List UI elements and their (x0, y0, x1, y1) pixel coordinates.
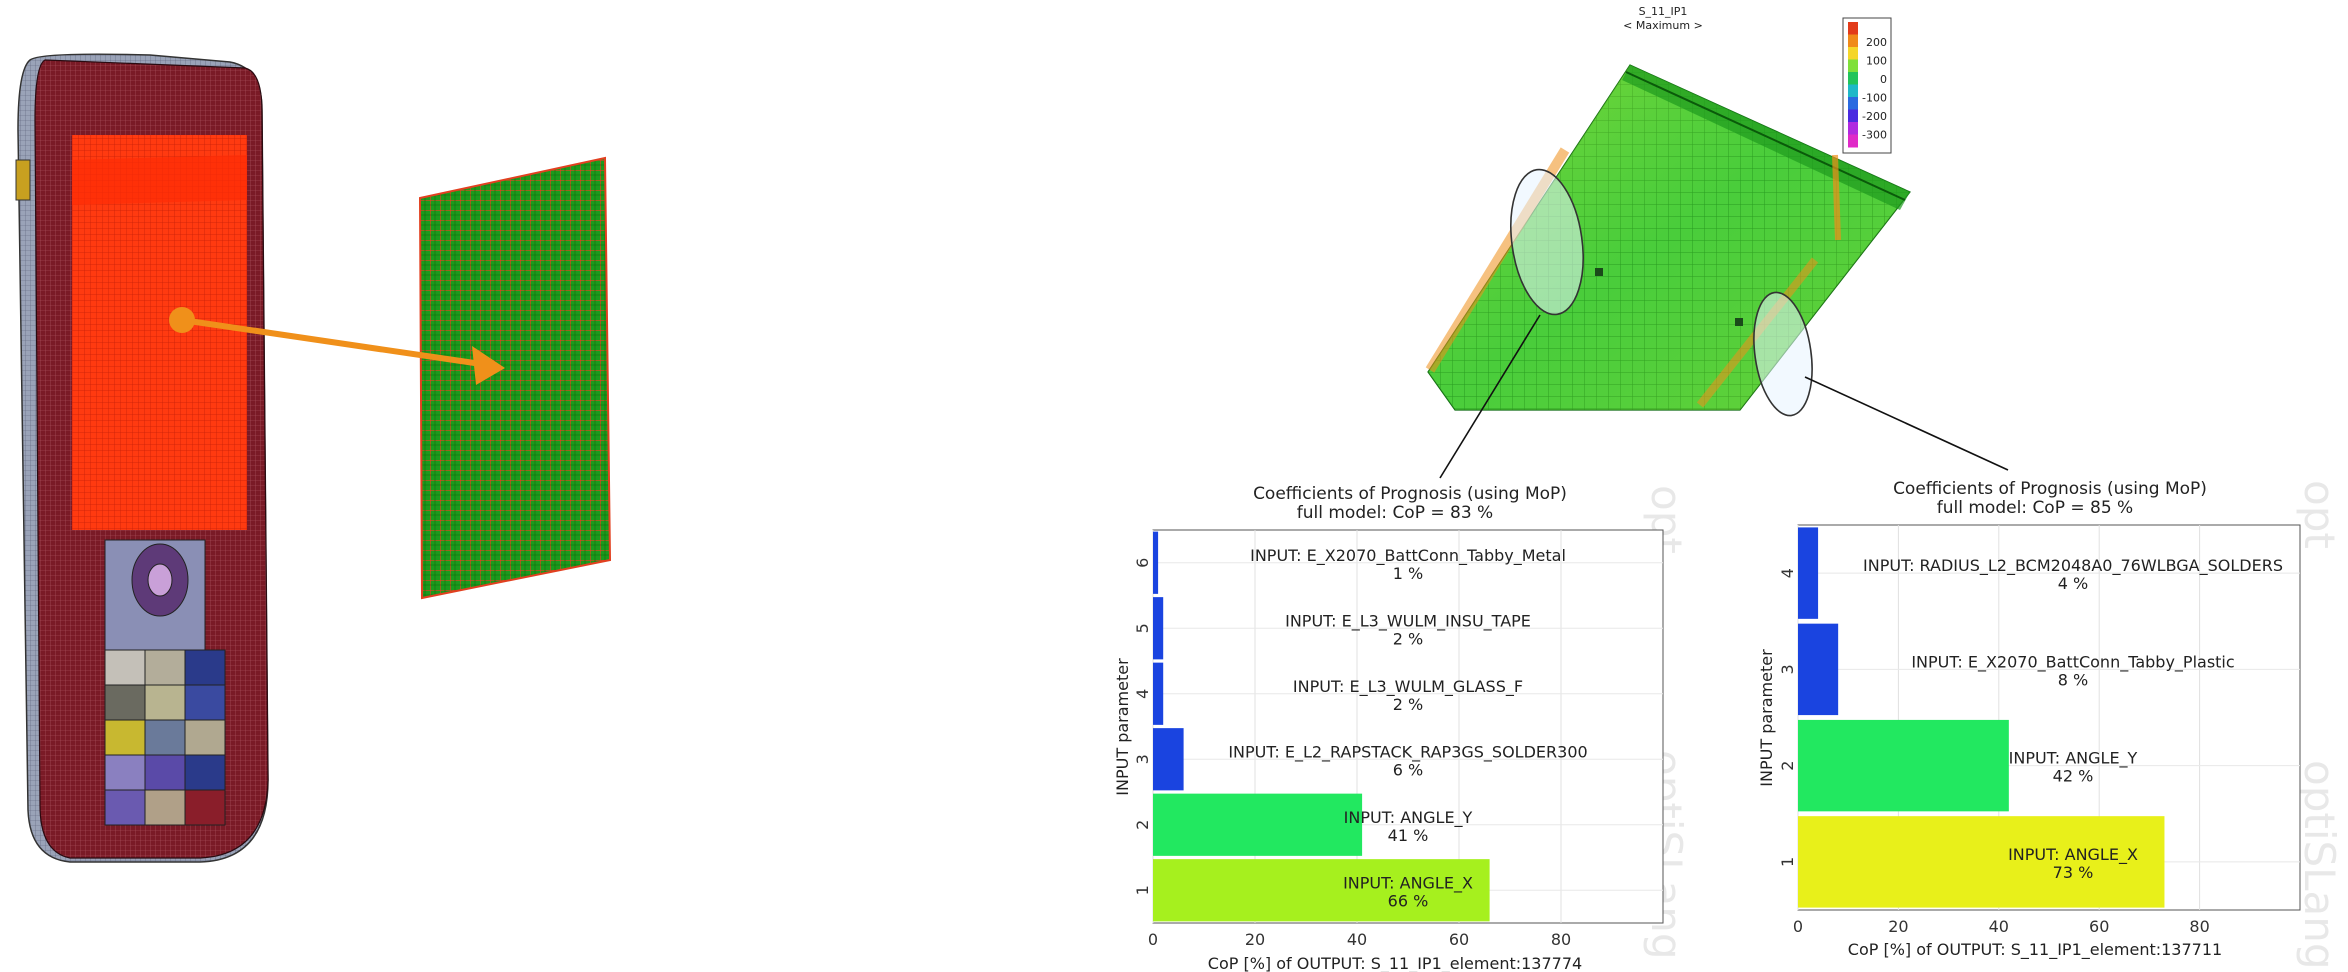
colorbar-swatch (1848, 72, 1858, 85)
y-tick-label: 3 (1133, 754, 1152, 764)
bar (1798, 719, 2009, 812)
y-tick-label: 4 (1778, 568, 1797, 578)
colorbar-tick-label: 200 (1866, 36, 1887, 49)
y-tick-label: 2 (1778, 761, 1797, 771)
x-axis-label: CoP [%] of OUTPUT: S_11_IP1_element:1377… (1848, 940, 2222, 960)
bar-value-label: 42 % (2053, 767, 2094, 786)
watermark-text: optiSLang (2295, 760, 2344, 970)
colorbar-tick-label: -300 (1862, 129, 1887, 142)
bar-value-label: 73 % (2053, 863, 2094, 882)
bar-value-label: 41 % (1388, 826, 1429, 845)
y-axis-label: INPUT parameter (1113, 658, 1132, 796)
colorbar: 200 100 0 -100 -200 -300 (1842, 17, 1892, 154)
bar-name-label: INPUT: E_L3_WULM_GLASS_F (1293, 677, 1523, 697)
y-axis-label: INPUT parameter (1757, 649, 1776, 787)
fem-title: S_11_IP1 (1639, 5, 1688, 18)
y-tick-label: 4 (1133, 689, 1152, 699)
colorbar-swatch (1848, 134, 1858, 148)
bar (1153, 531, 1159, 594)
extracted-board-mesh (418, 156, 612, 600)
colorbar-swatch (1848, 34, 1858, 48)
x-tick-label: 80 (1551, 930, 1571, 949)
bar-value-label: 8 % (2058, 670, 2088, 689)
colorbar-swatch (1848, 22, 1858, 35)
bar-value-label: 2 % (1393, 629, 1423, 648)
bar-value-label: 6 % (1393, 760, 1423, 779)
extraction-arrow (169, 307, 505, 385)
bar (1798, 623, 1839, 716)
watermark-2: opt optiSLang (2295, 480, 2344, 970)
colorbar-swatch (1848, 47, 1858, 60)
y-tick-label: 2 (1133, 820, 1152, 830)
y-tick-label: 1 (1133, 885, 1152, 895)
watermark-text: opt (2295, 480, 2344, 549)
bar (1798, 527, 1819, 619)
bar-name-label: INPUT: E_X2070_BattConn_Tabby_Plastic (1911, 652, 2234, 672)
x-tick-label: 20 (1888, 917, 1908, 936)
colorbar-tick-label: -200 (1862, 110, 1887, 123)
colorbar-tick-label: 0 (1880, 73, 1887, 86)
bar-value-label: 4 % (2058, 574, 2088, 593)
cop-chart-left: Coefficients of Prognosis (using MoP) fu… (1113, 484, 1664, 972)
x-axis-label: CoP [%] of OUTPUT: S_11_IP1_element:1377… (1208, 954, 1582, 972)
bar-name-label: INPUT: RADIUS_L2_BCM2048A0_76WLBGA_SOLDE… (1863, 556, 2283, 576)
bar-value-label: 2 % (1393, 695, 1423, 714)
colorbar-swatch (1848, 109, 1858, 123)
bar (1153, 793, 1363, 856)
colorbar-swatch (1848, 97, 1858, 110)
leader-line-1 (1439, 314, 1541, 479)
phone-mesh-model (15, 53, 269, 863)
bar-name-label: INPUT: ANGLE_Y (1344, 808, 1473, 828)
cop-chart-right: Coefficients of Prognosis (using MoP) fu… (1757, 479, 2301, 960)
bar-value-label: 66 % (1388, 891, 1429, 910)
bar (1798, 816, 2165, 908)
y-tick-label: 3 (1778, 664, 1797, 674)
leader-line-2 (1804, 376, 2009, 471)
x-tick-label: 20 (1245, 930, 1265, 949)
colorbar-swatch (1848, 122, 1858, 135)
bar (1153, 859, 1490, 922)
fem-subtitle: < Maximum > (1623, 19, 1703, 32)
bar-name-label: INPUT: ANGLE_X (1343, 873, 1473, 893)
bar-name-label: INPUT: E_X2070_BattConn_Tabby_Metal (1250, 546, 1566, 566)
bar-value-label: 1 % (1393, 564, 1423, 583)
bar-name-label: INPUT: ANGLE_Y (2009, 749, 2138, 769)
y-tick-label: 1 (1778, 857, 1797, 867)
bar (1153, 662, 1164, 725)
highlight-ellipse-1 (1510, 168, 1584, 316)
keypad (104, 539, 226, 826)
highlight-ellipse-2 (1753, 291, 1813, 417)
x-tick-label: 60 (1449, 930, 1469, 949)
x-tick-label: 0 (1148, 930, 1158, 949)
x-tick-label: 80 (2189, 917, 2209, 936)
chart-subtitle: full model: CoP = 85 % (1937, 498, 2133, 518)
chart-subtitle: full model: CoP = 83 % (1297, 503, 1493, 523)
bar (1153, 597, 1164, 660)
bar-name-label: INPUT: ANGLE_X (2008, 845, 2138, 865)
x-tick-label: 40 (1989, 917, 2009, 936)
x-tick-label: 0 (1793, 917, 1803, 936)
colorbar-tick-label: 100 (1866, 55, 1887, 68)
bar-name-label: INPUT: E_L2_RAPSTACK_RAP3GS_SOLDER300 (1228, 742, 1587, 762)
fem-stress-plot: S_11_IP1 < Maximum > 200 100 0 -100 -200 -300 (1425, 5, 2009, 479)
colorbar-swatch (1848, 84, 1858, 98)
chart-title: Coefficients of Prognosis (using MoP) (1253, 484, 1567, 504)
x-tick-label: 60 (2089, 917, 2109, 936)
plot-area (1152, 529, 1664, 924)
bar-name-label: INPUT: E_L3_WULM_INSU_TAPE (1285, 611, 1531, 631)
bar (1153, 728, 1184, 791)
colorbar-tick-label: -100 (1862, 92, 1887, 105)
y-tick-label: 6 (1133, 558, 1152, 568)
chart-title: Coefficients of Prognosis (using MoP) (1893, 479, 2207, 499)
x-tick-label: 40 (1347, 930, 1367, 949)
colorbar-swatch (1848, 59, 1858, 73)
y-tick-label: 5 (1133, 623, 1152, 633)
